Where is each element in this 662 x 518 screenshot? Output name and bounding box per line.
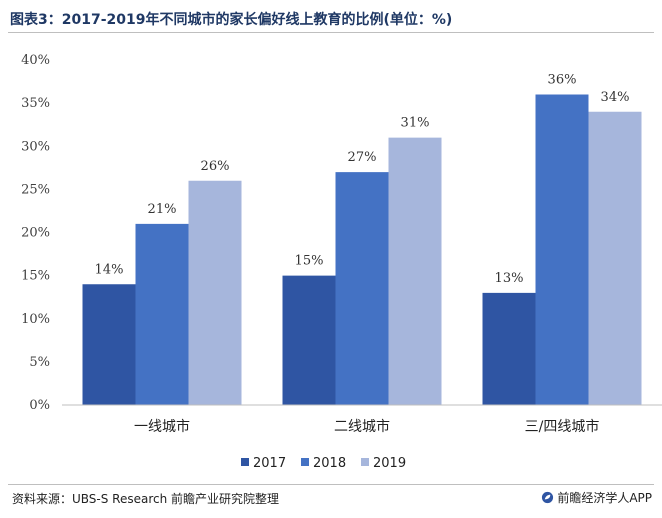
y-axis: 0% 5% 10% 15% 20% 25% 30% 35% 40% <box>21 53 50 413</box>
data-label: 27% <box>348 150 377 165</box>
y-tick-label: 10% <box>21 312 50 327</box>
bar-2017-1 <box>82 284 136 405</box>
bar-2019-1 <box>188 180 242 405</box>
data-label: 21% <box>148 202 177 217</box>
y-tick-label: 15% <box>21 269 50 284</box>
legend-label-2018: 2018 <box>313 456 346 471</box>
footer-divider <box>8 484 654 485</box>
legend-label-2017: 2017 <box>253 456 286 471</box>
data-label: 31% <box>401 116 430 131</box>
bar-2019-3 <box>588 111 642 405</box>
y-tick-label: 35% <box>21 96 50 111</box>
brand-label: 前瞻经济学人APP <box>541 489 652 506</box>
legend-swatch-2018 <box>301 458 309 466</box>
legend-swatch-2019 <box>361 458 369 466</box>
bar-2019-2 <box>388 137 442 405</box>
data-label: 13% <box>495 271 524 286</box>
bar-2017-3 <box>482 292 536 405</box>
title-divider <box>8 32 654 33</box>
legend-swatch-2017 <box>241 458 249 466</box>
bar-2018-3 <box>535 94 589 405</box>
y-tick-label: 40% <box>21 53 50 68</box>
category-label: 三/四线城市 <box>525 418 600 435</box>
bars-group: 14% 21% 26% 15% 27% 31% 13% 36% 34% <box>82 73 642 405</box>
x-axis: 一线城市 二线城市 三/四线城市 <box>62 404 662 435</box>
y-tick-label: 25% <box>21 182 50 197</box>
legend: 2017 2018 2019 <box>241 456 406 471</box>
data-label: 15% <box>295 254 324 269</box>
chart-title: 图表3：2017-2019年不同城市的家长偏好线上教育的比例(单位：%) <box>10 12 453 28</box>
data-label: 34% <box>601 90 630 105</box>
y-tick-label: 0% <box>29 398 50 413</box>
data-label: 26% <box>201 159 230 174</box>
y-tick-label: 30% <box>21 139 50 154</box>
bar-2018-2 <box>335 172 389 405</box>
category-label: 一线城市 <box>134 418 190 435</box>
bar-2017-2 <box>282 275 336 405</box>
data-label: 36% <box>548 73 577 88</box>
source-note: 资料来源：UBS-S Research 前瞻产业研究院整理 <box>12 492 280 506</box>
legend-label-2019: 2019 <box>373 456 406 471</box>
bar-2018-1 <box>135 223 189 405</box>
bar-chart: 0% 5% 10% 15% 20% 25% 30% 35% 40% 14% 21% 26% 15% 27… <box>21 53 662 471</box>
data-label: 14% <box>95 262 124 277</box>
category-label: 二线城市 <box>334 418 390 435</box>
brand-text: 前瞻经济学人APP <box>557 491 652 505</box>
y-tick-label: 20% <box>21 226 50 241</box>
y-tick-label: 5% <box>29 355 50 370</box>
leaf-logo-icon <box>542 491 554 504</box>
